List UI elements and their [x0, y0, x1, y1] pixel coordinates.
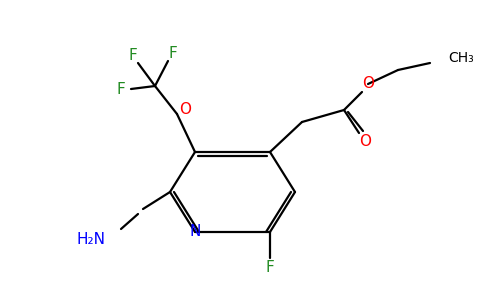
Text: CH₃: CH₃ [448, 51, 474, 65]
Text: O: O [359, 134, 371, 149]
Text: F: F [168, 46, 177, 61]
Text: O: O [179, 103, 191, 118]
Text: F: F [117, 82, 125, 97]
Text: F: F [129, 47, 137, 62]
Text: N: N [189, 224, 201, 239]
Text: O: O [362, 76, 374, 92]
Text: H₂N: H₂N [77, 232, 106, 247]
Text: F: F [266, 260, 274, 274]
